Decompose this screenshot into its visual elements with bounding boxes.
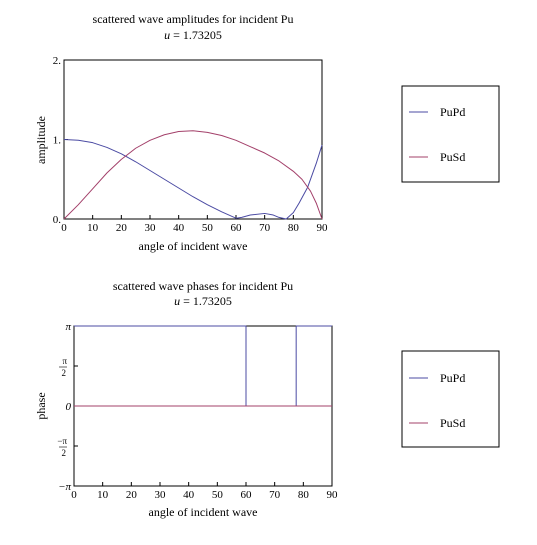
phase-chart: scattered wave phases for incident Pu u … (34, 279, 500, 519)
amplitude-plot-frame (63, 59, 323, 220)
amplitude-ticks: 0 10 20 30 40 50 60 70 80 90 0. 1. 2. (53, 55, 328, 234)
phase-x-tick-label: 60 (241, 489, 253, 501)
phase-x-tick-label: 0 (71, 489, 77, 501)
amplitude-x-tick-label: 70 (259, 222, 271, 234)
phase-x-tick-label: 30 (155, 489, 167, 501)
phase-y-tick-label-denominator: 2 (62, 448, 67, 458)
phase-x-tick-label: 20 (126, 489, 138, 501)
amplitude-subtitle-var: u (164, 28, 170, 42)
phase-subtitle-value: = 1.73205 (183, 294, 232, 308)
phase-y-axis-label: phase (34, 392, 48, 419)
amplitude-x-tick-label: 90 (317, 222, 329, 234)
legend-label-pusd: PuSd (440, 150, 465, 164)
phase-x-tick-label: 90 (327, 489, 339, 501)
phase-y-tick-label: −π (58, 481, 71, 493)
amplitude-x-tick-label: 10 (87, 222, 99, 234)
phase-chart-title: scattered wave phases for incident Pu (113, 279, 293, 293)
amplitude-series-pusd (63, 130, 323, 220)
amplitude-chart-title: scattered wave amplitudes for incident P… (93, 12, 294, 26)
phase-series (74, 325, 332, 407)
amplitude-x-tick-label: 80 (288, 222, 300, 234)
amplitude-series-pupd (63, 139, 323, 220)
phase-x-tick-label: 50 (212, 489, 224, 501)
amplitude-x-axis-label: angle of incident wave (139, 239, 248, 253)
legend-label-pupd: PuPd (440, 371, 465, 385)
amplitude-x-tick-label: 20 (116, 222, 128, 234)
legend-label-pupd: PuPd (440, 105, 465, 119)
amplitude-legend (401, 85, 500, 183)
phase-x-axis-label: angle of incident wave (149, 505, 258, 519)
amplitude-series (63, 130, 323, 220)
phase-chart-subtitle: u = 1.73205 (174, 294, 232, 308)
phase-y-tick-label-numerator: −π (57, 436, 67, 446)
amplitude-x-tick-label: 30 (145, 222, 157, 234)
phase-series-pupd (74, 325, 332, 407)
amplitude-y-tick-label: 1. (53, 135, 62, 147)
phase-y-tick-label: 0 (66, 401, 72, 413)
amplitude-subtitle-value: = 1.73205 (173, 28, 222, 42)
amplitude-y-tick-label: 0. (53, 214, 62, 226)
phase-x-tick-label: 80 (298, 489, 310, 501)
amplitude-x-tick-label: 40 (173, 222, 185, 234)
phase-x-tick-label: 10 (97, 489, 109, 501)
amplitude-x-tick-label: 0 (61, 222, 67, 234)
phase-x-tick-label: 70 (269, 489, 281, 501)
amplitude-x-tick-label: 60 (231, 222, 243, 234)
phase-legend (401, 350, 500, 448)
amplitude-x-tick-label: 50 (202, 222, 214, 234)
phase-x-tick-label: 40 (183, 489, 195, 501)
amplitude-y-axis-label: amplitude (34, 116, 48, 164)
amplitude-y-tick-label: 2. (53, 55, 62, 67)
phase-y-tick-label-denominator: 2 (62, 368, 67, 378)
amplitude-chart-subtitle: u = 1.73205 (164, 28, 222, 42)
phase-y-tick-label: π (65, 321, 71, 333)
amplitude-chart: scattered wave amplitudes for incident P… (34, 12, 500, 253)
legend-label-pusd: PuSd (440, 416, 465, 430)
phase-y-tick-label-numerator: π (62, 356, 67, 366)
phase-subtitle-var: u (174, 294, 180, 308)
